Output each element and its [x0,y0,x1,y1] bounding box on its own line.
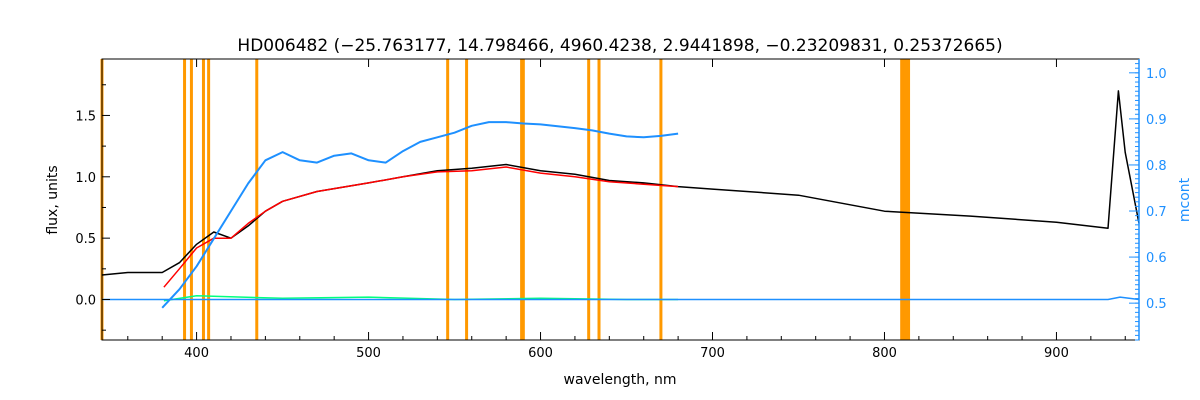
x-tick-label-900: 900 [1044,346,1069,361]
y2-tick-label-2: 0.7 [1146,205,1167,220]
x-axis: 400 500 600 700 800 900 [127,59,1126,361]
y2-tick-label-0: 0.5 [1146,297,1167,312]
series-line-1 [163,166,679,288]
y2-tick-label-3: 0.8 [1146,159,1167,174]
y-tick-label-0: 0.0 [75,294,96,309]
x-tick-label-800: 800 [872,346,897,361]
y2-axis-label: mcont [1177,177,1193,222]
x-tick-label-700: 700 [700,346,725,361]
series-layer [101,90,1140,309]
series-line-0 [101,90,1140,276]
y2-tick-label-4: 0.9 [1146,113,1167,128]
y-tick-label-3: 1.5 [75,109,96,124]
x-tick-label-600: 600 [528,346,553,361]
y2-tick-label-1: 0.6 [1146,251,1167,266]
x-axis-label: wavelength, nm [564,372,677,388]
y-axis-label: flux, units [45,165,61,234]
x-tick-label-500: 500 [356,346,381,361]
y-tick-label-2: 1.0 [75,171,96,186]
masked-line-markers [100,59,911,340]
chart-title: HD006482 (−25.763177, 14.798466, 4960.42… [237,36,1002,56]
series-line-4 [161,121,679,309]
x-tick-label-400: 400 [184,346,209,361]
y-axis: 0.0 0.5 1.0 1.5 [75,84,110,331]
y2-tick-label-5: 1.0 [1146,67,1167,82]
y2-axis: 0.5 0.6 0.7 0.8 0.9 1.0 [1129,59,1167,341]
series-line-3 [102,296,1140,301]
y-tick-label-1: 0.5 [75,232,96,247]
